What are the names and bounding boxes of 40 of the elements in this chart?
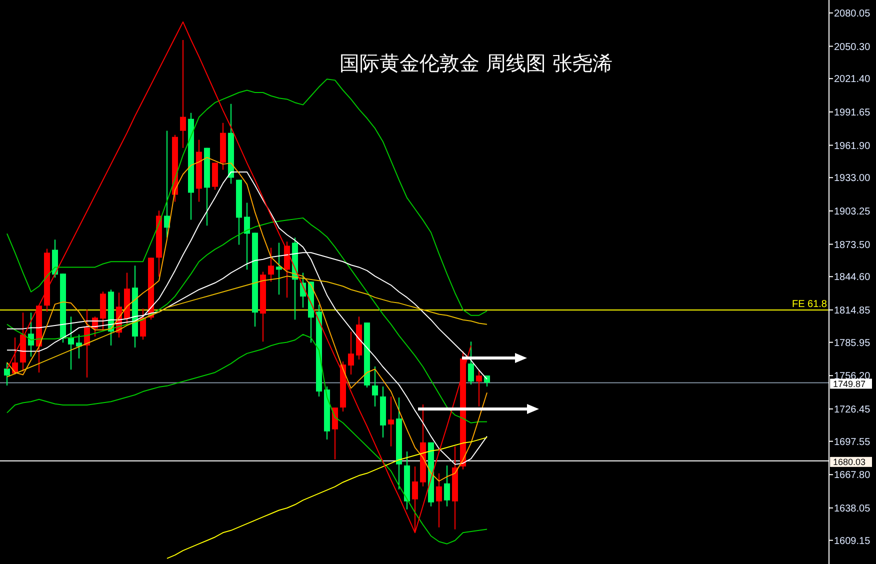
- y-tick-label: 1933.00: [834, 173, 871, 184]
- candlestick: [4, 362, 10, 386]
- candlestick: [436, 472, 442, 528]
- ref-line-label: FE 61.8: [792, 298, 828, 310]
- candlestick: [268, 247, 274, 282]
- candlestick: [444, 464, 450, 507]
- y-tick-label: 1991.65: [834, 107, 871, 118]
- y-tick-label: 1903.25: [834, 206, 871, 218]
- line-series: [6, 78, 488, 316]
- candlestick: [348, 331, 354, 376]
- line-series: [6, 217, 488, 424]
- candlestick: [468, 341, 474, 385]
- line-series: [166, 436, 488, 559]
- candlestick: [388, 396, 394, 447]
- candlestick: [332, 407, 338, 460]
- y-tick-label: 1814.85: [834, 305, 871, 316]
- y-tick-label: 2021.40: [834, 74, 871, 86]
- candlestick: [76, 334, 82, 359]
- y-tick-label: 1638.05: [834, 503, 871, 514]
- candlestick: [476, 369, 482, 408]
- candlestick: [68, 316, 74, 370]
- ref-line-label: 1680.03: [833, 457, 866, 468]
- candlestick: [28, 312, 34, 358]
- line-series: [6, 334, 488, 544]
- y-tick-label: 1697.55: [834, 436, 871, 448]
- y-tick-label: 2080.05: [834, 8, 871, 20]
- y-tick-label: 1873.50: [834, 240, 871, 251]
- candlestick: [180, 39, 186, 148]
- y-tick-label: 2050.30: [834, 42, 871, 53]
- candlestick: [276, 242, 282, 296]
- candlestick: [164, 130, 170, 238]
- y-tick-label: 1961.90: [834, 140, 871, 152]
- y-tick-label: 1844.60: [834, 272, 871, 284]
- candlestick: [244, 202, 250, 270]
- y-tick-label: 1667.80: [834, 470, 871, 482]
- y-tick-label: 1726.45: [834, 404, 871, 416]
- candlestick: [372, 366, 378, 408]
- y-tick-label: 1609.15: [834, 536, 871, 547]
- text: 国际黄金伦敦金 周线图 张尧浠: [340, 51, 612, 75]
- y-tick-label: 1785.95: [834, 338, 871, 349]
